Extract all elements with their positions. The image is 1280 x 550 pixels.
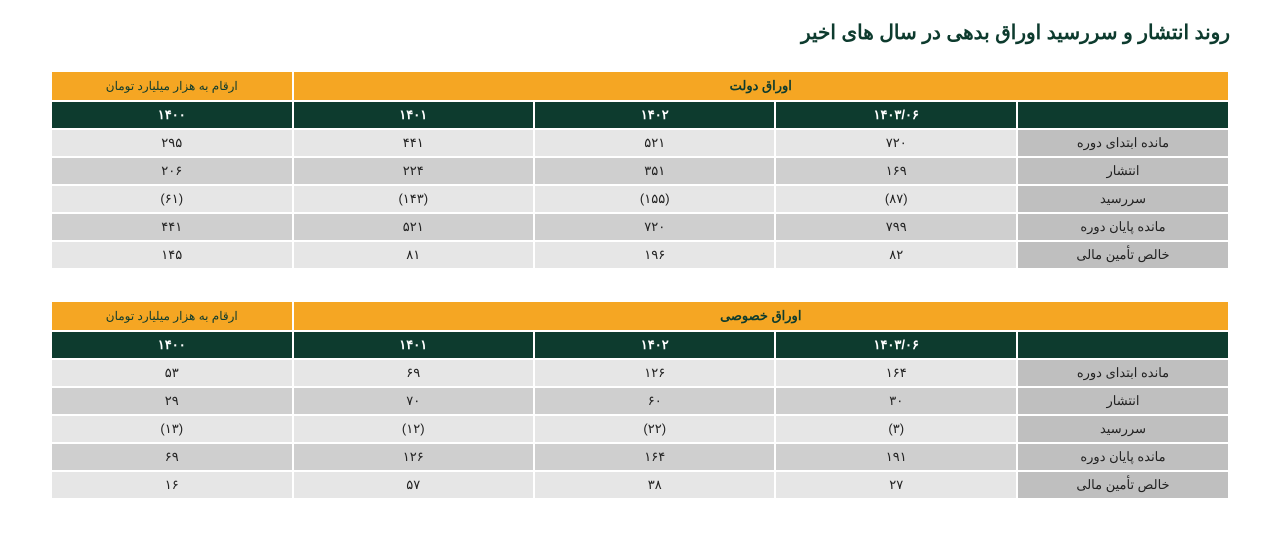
tables-container: اوراق دولتارقام به هزار میلیارد تومان ۱۴… xyxy=(50,70,1230,500)
row-label: سررسید xyxy=(1017,415,1229,443)
year-header: ۱۴۰۱ xyxy=(293,101,534,129)
data-cell: ۸۲ xyxy=(775,241,1016,269)
data-table: اوراق خصوصیارقام به هزار میلیارد تومان ۱… xyxy=(50,300,1230,500)
data-cell: ۱۲۶ xyxy=(293,443,534,471)
data-cell: (۶۱) xyxy=(51,185,293,213)
data-cell: ۷۲۰ xyxy=(775,129,1016,157)
data-cell: ۴۴۱ xyxy=(293,129,534,157)
table-row: انتشار۱۶۹۳۵۱۲۲۴۲۰۶ xyxy=(51,157,1229,185)
data-cell: ۱۶ xyxy=(51,471,293,499)
unit-label: ارقام به هزار میلیارد تومان xyxy=(51,301,293,331)
data-cell: ۶۹ xyxy=(293,359,534,387)
row-label: خالص تأمین مالی xyxy=(1017,471,1229,499)
data-cell: (۳) xyxy=(775,415,1016,443)
table-row: مانده پایان دوره۷۹۹۷۲۰۵۲۱۴۴۱ xyxy=(51,213,1229,241)
year-header: ۱۴۰۳/۰۶ xyxy=(775,101,1016,129)
data-cell: ۵۲۱ xyxy=(293,213,534,241)
data-cell: ۲۹ xyxy=(51,387,293,415)
data-cell: ۷۲۰ xyxy=(534,213,775,241)
row-label: انتشار xyxy=(1017,387,1229,415)
data-cell: (۱۴۳) xyxy=(293,185,534,213)
data-cell: (۱۳) xyxy=(51,415,293,443)
data-cell: ۲۹۵ xyxy=(51,129,293,157)
table-row: سررسید(۳)(۲۲)(۱۲)(۱۳) xyxy=(51,415,1229,443)
page-title: روند انتشار و سررسید اوراق بدهی در سال ه… xyxy=(50,20,1230,45)
row-label: مانده پایان دوره xyxy=(1017,443,1229,471)
table-block-0: اوراق دولتارقام به هزار میلیارد تومان ۱۴… xyxy=(50,70,1230,270)
data-cell: ۱۴۵ xyxy=(51,241,293,269)
data-cell: (۲۲) xyxy=(534,415,775,443)
data-cell: ۴۴۱ xyxy=(51,213,293,241)
table-title: اوراق دولت xyxy=(293,71,1229,101)
data-cell: (۸۷) xyxy=(775,185,1016,213)
table-row: خالص تأمین مالی۲۷۳۸۵۷۱۶ xyxy=(51,471,1229,499)
year-header: ۱۴۰۰ xyxy=(51,101,293,129)
table-block-1: اوراق خصوصیارقام به هزار میلیارد تومان ۱… xyxy=(50,300,1230,500)
data-cell: ۳۵۱ xyxy=(534,157,775,185)
data-cell: ۱۶۹ xyxy=(775,157,1016,185)
table-row: سررسید(۸۷)(۱۵۵)(۱۴۳)(۶۱) xyxy=(51,185,1229,213)
data-cell: ۱۹۱ xyxy=(775,443,1016,471)
data-cell: ۸۱ xyxy=(293,241,534,269)
data-cell: ۲۰۶ xyxy=(51,157,293,185)
table-row: مانده ابتدای دوره۷۲۰۵۲۱۴۴۱۲۹۵ xyxy=(51,129,1229,157)
data-cell: ۱۶۴ xyxy=(534,443,775,471)
data-cell: ۷۰ xyxy=(293,387,534,415)
row-label: مانده ابتدای دوره xyxy=(1017,359,1229,387)
data-cell: (۱۲) xyxy=(293,415,534,443)
data-cell: ۵۷ xyxy=(293,471,534,499)
data-cell: ۶۰ xyxy=(534,387,775,415)
data-table: اوراق دولتارقام به هزار میلیارد تومان ۱۴… xyxy=(50,70,1230,270)
table-row: مانده پایان دوره۱۹۱۱۶۴۱۲۶۶۹ xyxy=(51,443,1229,471)
data-cell: ۳۸ xyxy=(534,471,775,499)
year-header: ۱۴۰۳/۰۶ xyxy=(775,331,1016,359)
year-header: ۱۴۰۱ xyxy=(293,331,534,359)
data-cell: ۱۲۶ xyxy=(534,359,775,387)
table-row: انتشار۳۰۶۰۷۰۲۹ xyxy=(51,387,1229,415)
unit-label: ارقام به هزار میلیارد تومان xyxy=(51,71,293,101)
table-row: مانده ابتدای دوره۱۶۴۱۲۶۶۹۵۳ xyxy=(51,359,1229,387)
data-cell: ۳۰ xyxy=(775,387,1016,415)
year-header: ۱۴۰۰ xyxy=(51,331,293,359)
data-cell: ۶۹ xyxy=(51,443,293,471)
data-cell: ۲۷ xyxy=(775,471,1016,499)
row-label: سررسید xyxy=(1017,185,1229,213)
data-cell: ۱۶۴ xyxy=(775,359,1016,387)
year-blank xyxy=(1017,101,1229,129)
data-cell: ۷۹۹ xyxy=(775,213,1016,241)
data-cell: ۵۳ xyxy=(51,359,293,387)
data-cell: (۱۵۵) xyxy=(534,185,775,213)
row-label: خالص تأمین مالی xyxy=(1017,241,1229,269)
table-title: اوراق خصوصی xyxy=(293,301,1229,331)
data-cell: ۵۲۱ xyxy=(534,129,775,157)
year-header: ۱۴۰۲ xyxy=(534,331,775,359)
year-header: ۱۴۰۲ xyxy=(534,101,775,129)
data-cell: ۱۹۶ xyxy=(534,241,775,269)
data-cell: ۲۲۴ xyxy=(293,157,534,185)
row-label: انتشار xyxy=(1017,157,1229,185)
row-label: مانده ابتدای دوره xyxy=(1017,129,1229,157)
row-label: مانده پایان دوره xyxy=(1017,213,1229,241)
year-blank xyxy=(1017,331,1229,359)
table-row: خالص تأمین مالی۸۲۱۹۶۸۱۱۴۵ xyxy=(51,241,1229,269)
